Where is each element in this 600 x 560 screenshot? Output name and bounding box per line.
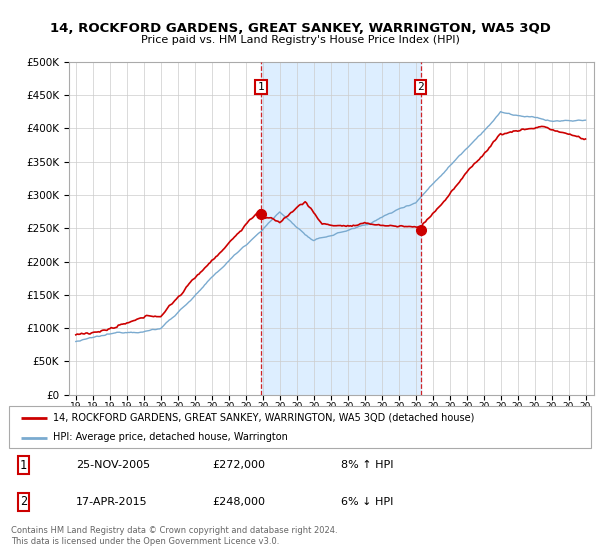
Text: 25-NOV-2005: 25-NOV-2005 [76,460,150,470]
Text: Price paid vs. HM Land Registry's House Price Index (HPI): Price paid vs. HM Land Registry's House … [140,35,460,45]
Bar [261,62,421,395]
Text: 6% ↓ HPI: 6% ↓ HPI [341,497,393,507]
Text: £248,000: £248,000 [212,497,266,507]
Text: 1: 1 [20,459,27,472]
Text: HPI: Average price, detached house, Warrington: HPI: Average price, detached house, Warr… [53,432,287,442]
Text: Contains HM Land Registry data © Crown copyright and database right 2024.
This d: Contains HM Land Registry data © Crown c… [11,526,337,546]
Text: £272,000: £272,000 [212,460,266,470]
Text: 14, ROCKFORD GARDENS, GREAT SANKEY, WARRINGTON, WA5 3QD: 14, ROCKFORD GARDENS, GREAT SANKEY, WARR… [50,22,550,35]
Text: 14, ROCKFORD GARDENS, GREAT SANKEY, WARRINGTON, WA5 3QD (detached house): 14, ROCKFORD GARDENS, GREAT SANKEY, WARR… [53,413,474,423]
Text: 1: 1 [257,82,265,92]
Text: 17-APR-2015: 17-APR-2015 [76,497,148,507]
FancyBboxPatch shape [9,406,591,448]
Text: 2: 2 [20,495,27,508]
Text: 2: 2 [418,82,424,92]
Text: 8% ↑ HPI: 8% ↑ HPI [341,460,393,470]
